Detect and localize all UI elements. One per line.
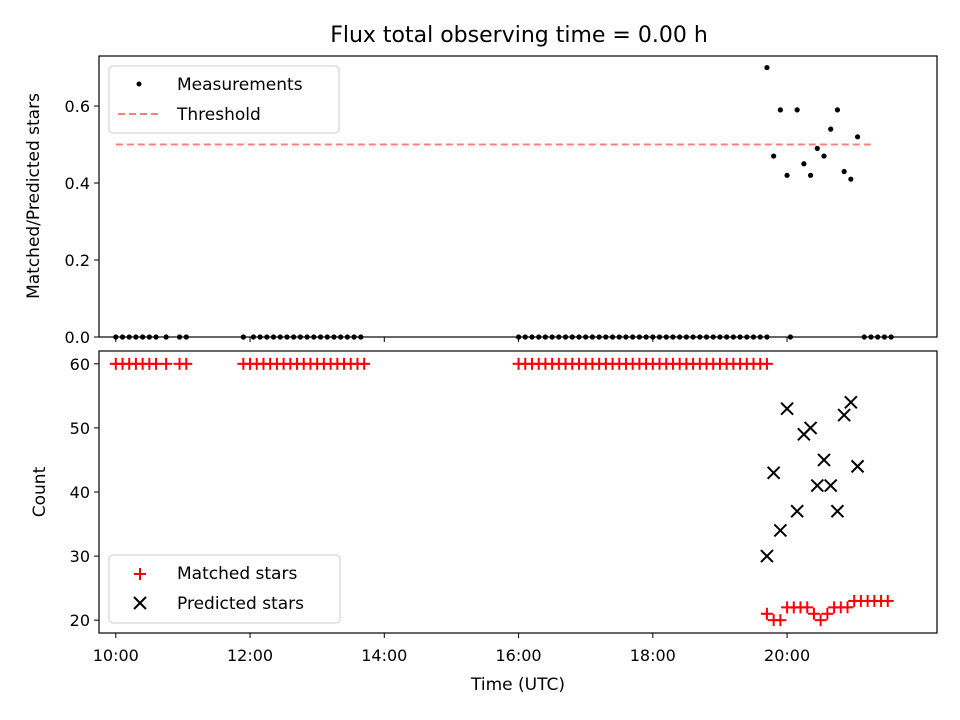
measurements-legend-label: Measurements	[177, 75, 303, 95]
matched-stars-point	[160, 357, 173, 370]
predicted-stars-point	[837, 408, 851, 422]
top-y-tick-label: 0.4	[65, 174, 90, 193]
matched-stars-legend-marker	[134, 568, 146, 580]
predicted-stars-point	[766, 466, 781, 480]
bottom-y-tick-label: 20	[70, 611, 90, 630]
top-y-axis-label: Matched/Predicted stars	[24, 93, 44, 299]
bottom-y-tick-label: 50	[70, 419, 90, 438]
predicted-stars-legend-label: Predicted stars	[177, 594, 304, 614]
panel-bottom-frame	[98, 350, 938, 634]
matched-stars-point	[801, 601, 814, 614]
measurements-point	[848, 176, 854, 182]
measurements-point	[784, 172, 790, 178]
measurements-legend-marker	[136, 81, 142, 87]
top-y-tick-label: 0.2	[65, 251, 90, 270]
x-tick-label: 12:00	[227, 646, 273, 665]
bottom-y-axis-label: Count	[30, 466, 50, 517]
measurements-point	[771, 153, 777, 159]
measurements-point	[794, 107, 800, 113]
matched-stars-point	[760, 357, 773, 370]
predicted-stars-point	[773, 523, 788, 538]
bottom-y-tick-label: 30	[70, 547, 90, 566]
predicted-stars-point	[817, 453, 831, 467]
predicted-stars-point	[830, 504, 845, 518]
matched-stars-point	[814, 614, 827, 627]
predicted-stars-point	[810, 478, 824, 493]
matched-stars-point	[821, 607, 834, 620]
chart-title: Flux total observing time = 0.00 h	[330, 23, 708, 48]
x-tick-label: 18:00	[630, 646, 676, 665]
x-tick-label: 20:00	[764, 646, 810, 665]
bottom-legend: Matched stars Predicted stars	[108, 554, 341, 624]
predicted-stars-point	[850, 459, 865, 474]
top-legend: Measurements Threshold	[108, 65, 340, 134]
measurements-point	[777, 107, 783, 113]
predicted-stars-point	[824, 478, 838, 493]
matched-stars-point	[774, 614, 787, 627]
measurements-point	[807, 172, 814, 178]
x-tick-label: 14:00	[361, 646, 407, 665]
predicted-stars-point	[760, 549, 774, 563]
top-y-tick-label: 0.6	[65, 97, 90, 116]
matched-stars-point	[358, 357, 371, 370]
panel-bottom-axes: 20 30 40 50 60 10:00 12:00 14:00 16:00 18:00 20:00	[70, 355, 810, 665]
top-y-tick-label: 0.0	[65, 328, 90, 347]
matched-stars-point	[150, 357, 163, 370]
x-axis-label: Time (UTC)	[470, 675, 565, 695]
matched-stars-point	[841, 601, 854, 614]
matched-stars-point	[760, 607, 773, 620]
measurements-point	[828, 126, 834, 132]
measurements-point	[854, 134, 861, 140]
predicted-stars-point	[844, 395, 858, 409]
bottom-legend-box	[108, 554, 341, 624]
bottom-y-tick-label: 60	[70, 355, 90, 374]
measurements-point	[814, 145, 820, 151]
top-legend-box	[108, 65, 340, 134]
panel-top-frame	[98, 55, 938, 338]
predicted-stars-point	[803, 421, 818, 435]
matched-stars-point	[881, 594, 894, 607]
predicted-stars-point	[790, 504, 804, 518]
predicted-stars-point	[780, 401, 794, 416]
predicted-stars-legend-marker	[133, 596, 147, 610]
bottom-y-tick-label: 40	[70, 483, 90, 502]
threshold-legend-label: Threshold	[176, 105, 261, 125]
measurements-point	[841, 168, 847, 175]
matched-stars-point	[180, 357, 193, 370]
panel-top-axes: 0.0 0.2 0.4 0.6	[65, 97, 788, 347]
measurements-point	[834, 107, 841, 113]
matched-stars-point	[807, 607, 820, 620]
panel-bottom-data	[109, 357, 894, 627]
x-tick-label: 10:00	[93, 646, 139, 665]
matched-stars-legend-label: Matched stars	[177, 564, 297, 584]
measurements-point	[801, 161, 807, 167]
measurements-point	[821, 153, 827, 159]
x-tick-label: 16:00	[496, 646, 542, 665]
measurements-point	[764, 64, 770, 71]
